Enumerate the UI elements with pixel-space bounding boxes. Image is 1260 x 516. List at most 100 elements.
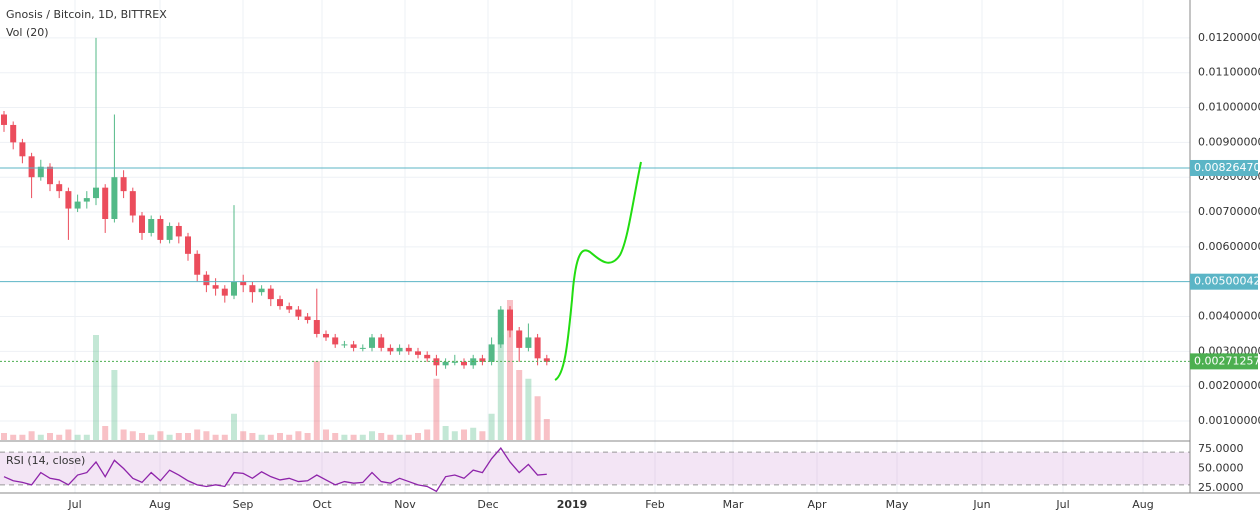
candle-body — [221, 288, 228, 296]
candle-body — [203, 274, 210, 286]
volume-bar — [387, 434, 394, 440]
volume-bar — [286, 434, 293, 440]
x-tick-label: Feb — [645, 498, 664, 511]
candle-body — [148, 219, 155, 233]
candle-body — [295, 309, 302, 317]
volume-bar — [240, 431, 247, 440]
y-tick-label: 0.00100000 — [1198, 414, 1260, 427]
grid — [0, 0, 1190, 493]
volume-bar — [83, 434, 90, 440]
candle-body — [415, 351, 421, 355]
volume-bar — [102, 426, 109, 440]
level-label-box — [1190, 273, 1258, 290]
x-tick-label: Jun — [972, 498, 990, 511]
volume-bar — [424, 429, 431, 440]
y-tick-label: 0.00400000 — [1198, 310, 1260, 323]
candle-body — [83, 198, 90, 202]
volume-bar — [470, 427, 477, 440]
volume-bar — [65, 429, 72, 440]
candle-body — [341, 344, 348, 346]
x-tick-label: Jul — [67, 498, 81, 511]
x-tick-label: 2019 — [557, 498, 588, 511]
candle-body — [507, 309, 513, 331]
candle-body — [405, 347, 412, 352]
volume-bar — [488, 413, 495, 440]
candle-body — [194, 253, 201, 275]
volume-bar — [442, 426, 449, 440]
candle-body — [369, 337, 375, 348]
candle-body — [157, 219, 164, 240]
candle-body — [461, 361, 467, 366]
volume-bar — [139, 433, 145, 440]
volume-bar — [166, 434, 173, 440]
candle-body — [313, 320, 320, 334]
volume-title: Vol (20) — [6, 26, 49, 39]
level-label: 0.00826470 — [1194, 161, 1260, 174]
volume-bar — [497, 335, 504, 440]
candle-body — [451, 361, 458, 363]
rsi-tick-label: 75.0000 — [1198, 442, 1244, 455]
volume-bar — [369, 431, 375, 440]
x-tick-label: Jul — [1055, 498, 1069, 511]
candle-body — [129, 191, 136, 216]
volume-bar — [359, 434, 366, 440]
x-tick-label: Mar — [723, 498, 744, 511]
candle-body — [424, 354, 431, 359]
candle-body — [304, 316, 311, 321]
volume-bar — [534, 396, 541, 440]
rsi-tick-label: 25.0000 — [1198, 481, 1244, 494]
volume-bar — [93, 335, 99, 440]
candle-body — [240, 281, 247, 286]
candle-body — [111, 177, 118, 219]
volume-bar — [323, 429, 329, 440]
x-tick-label: Oct — [312, 498, 332, 511]
volume-bar — [56, 434, 63, 440]
volume-bar — [479, 431, 486, 440]
volume-bar — [185, 433, 191, 440]
candle-body — [166, 225, 173, 240]
y-tick-label: 0.00900000 — [1198, 135, 1260, 148]
candle-body — [267, 288, 274, 300]
x-tick-label: Nov — [394, 498, 416, 511]
candle-body — [350, 344, 357, 348]
candle-body — [93, 187, 99, 199]
candle-body — [277, 299, 283, 307]
candle-body — [231, 281, 237, 296]
candle-body — [396, 347, 403, 352]
chart-title: Gnosis / Bitcoin, 1D, BITTREX — [6, 8, 167, 21]
candle-body — [323, 333, 329, 338]
volume-bar — [507, 300, 513, 440]
candle-body — [286, 306, 293, 310]
candle-body — [10, 124, 17, 143]
rsi-line — [3, 447, 547, 493]
candle-body — [212, 285, 219, 289]
candle-body — [65, 191, 72, 209]
x-tick-label: Dec — [477, 498, 498, 511]
rsi-tick-label: 50.0000 — [1198, 462, 1244, 475]
volume-bar — [433, 378, 440, 440]
volume-bar — [212, 434, 219, 440]
volume-bar — [74, 434, 81, 440]
volume-bar — [157, 431, 164, 440]
candle-body — [74, 201, 81, 209]
candle-body — [534, 337, 541, 359]
volume-bar — [258, 434, 265, 440]
candle-body — [120, 177, 127, 192]
volume-bar — [350, 434, 357, 440]
volume-bar — [516, 370, 523, 440]
volume-bar — [249, 433, 256, 440]
x-tick-label: Sep — [233, 498, 254, 511]
candle-body — [1, 114, 7, 125]
candle-body — [47, 166, 53, 185]
volume-bar — [267, 434, 274, 440]
volume-bar — [221, 434, 228, 440]
candle-body — [378, 337, 385, 348]
level-label-box — [1190, 159, 1258, 176]
volume-bar — [120, 429, 127, 440]
volume-bar — [525, 378, 532, 440]
candle-body — [28, 156, 35, 178]
volume-bar — [47, 433, 53, 440]
rsi-title: RSI (14, close) — [6, 454, 85, 467]
